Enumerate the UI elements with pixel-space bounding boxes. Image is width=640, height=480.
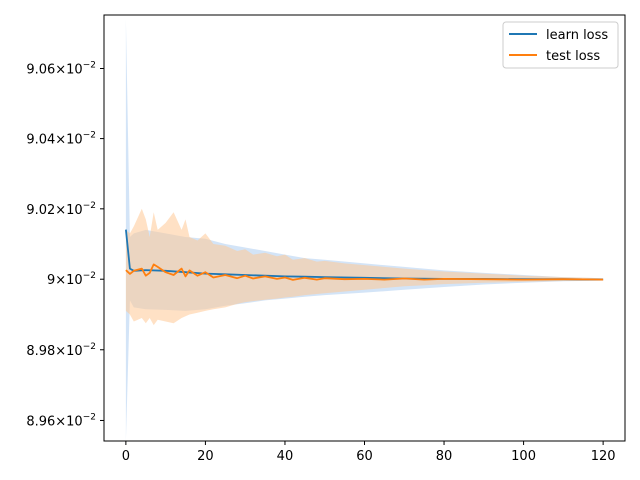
x-tick-label: 60 <box>356 449 373 464</box>
legend: learn loss test loss <box>502 21 619 69</box>
y-tick-label: 9.06×10−2 <box>26 61 96 78</box>
y-tick-label: 8.96×10−2 <box>26 412 96 429</box>
y-tick-label: 9.04×10−2 <box>26 131 96 148</box>
x-tick-label: 80 <box>436 449 453 464</box>
test-loss-band <box>125 208 604 326</box>
x-tick-label: 100 <box>511 449 536 464</box>
x-tick-label: 0 <box>122 449 130 464</box>
x-tick-label: 120 <box>591 449 616 464</box>
x-axis: 0 20 40 60 80 100 120 <box>122 441 616 464</box>
y-tick-label: 9.02×10−2 <box>26 201 96 218</box>
y-axis: 8.96×10−2 8.98×10−2 9×10−2 9.02×10−2 9.04×10… <box>26 61 104 429</box>
series-lines <box>125 229 604 281</box>
legend-label-learn-loss: learn loss <box>546 28 608 43</box>
y-tick-label: 8.98×10−2 <box>26 342 96 359</box>
legend-label-test-loss: test loss <box>546 49 600 64</box>
test-loss-line <box>125 263 604 281</box>
y-tick-label: 9×10−2 <box>47 271 96 288</box>
confidence-bands <box>125 19 604 441</box>
x-tick-label: 20 <box>197 449 214 464</box>
x-tick-label: 40 <box>277 449 294 464</box>
